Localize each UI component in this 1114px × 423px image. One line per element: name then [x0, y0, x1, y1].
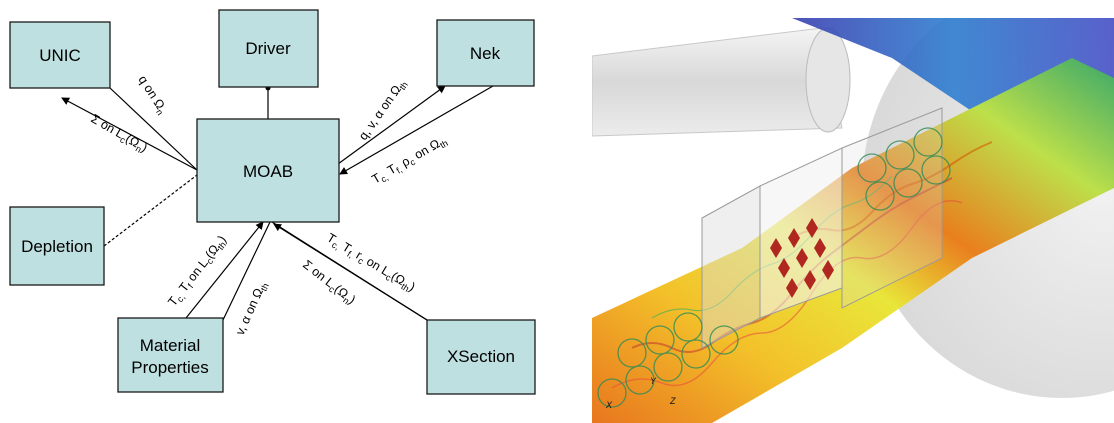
node-moab-label: MOAB — [243, 162, 293, 181]
edge-unic-to-moab — [109, 87, 198, 171]
inlet-pipe — [592, 27, 843, 137]
node-unic-label: UNIC — [39, 46, 81, 65]
node-nek: Nek — [436, 19, 535, 87]
pin-lattice-front — [597, 127, 951, 408]
node-nek-label: Nek — [470, 44, 501, 63]
edge-depletion-moab — [103, 174, 198, 247]
axis-x-label: X — [605, 400, 613, 410]
node-material-label-1: Material — [140, 336, 200, 355]
simulation-render: X Y Z — [592, 18, 1114, 423]
svg-text:Tc, Tf, ρc on Ωth: Tc, Tf, ρc on Ωth — [370, 133, 450, 189]
edge-label-xsection-sigma: Σ on Lc(Ωn) — [299, 257, 358, 308]
node-depletion: Depletion — [9, 206, 105, 286]
edge-moab-to-nek — [337, 85, 446, 165]
node-unic: UNIC — [9, 21, 111, 89]
svg-text:q on Ωn: q on Ωn — [134, 73, 170, 117]
svg-text:Σ on Lc(Ωn): Σ on Lc(Ωn) — [299, 257, 358, 308]
edge-label-nek-in: Tc, Tf, ρc on Ωth — [370, 133, 450, 189]
axis-y-label: Y — [650, 376, 657, 386]
edge-label-unic-q: q on Ωn — [134, 73, 170, 117]
node-xsection: XSection — [426, 319, 536, 395]
pin-bundle — [770, 218, 834, 298]
edge-moab-to-unic — [61, 97, 198, 171]
svg-text:q, v, α on Ωth: q, v, α on Ωth — [356, 76, 410, 143]
svg-text:Tc, Tf on Lc(Ωth): Tc, Tf on Lc(Ωth) — [165, 233, 230, 310]
node-driver: Driver — [218, 9, 319, 88]
edges — [61, 85, 494, 321]
cross-section-planes — [701, 107, 943, 349]
edge-label-material-t: Tc, Tf on Lc(Ωth) — [165, 233, 230, 310]
axis-z-label: Z — [669, 396, 676, 406]
heated-duct — [592, 58, 1114, 423]
node-material-properties: Material Properties — [117, 317, 224, 393]
svg-text:Σ on Lc(Ωn): Σ on Lc(Ωn) — [88, 111, 150, 156]
edge-moab-to-material — [222, 221, 271, 321]
edge-xsection-to-moab — [273, 223, 428, 321]
edge-label-nek-out: q, v, α on Ωth — [356, 76, 410, 143]
node-xsection-label: XSection — [447, 347, 515, 366]
node-depletion-label: Depletion — [21, 237, 93, 256]
edge-material-to-moab — [185, 221, 264, 319]
edge-label-unic-sigma: Σ on Lc(Ωn) — [88, 111, 150, 156]
node-material-label-2: Properties — [131, 358, 208, 377]
node-moab: MOAB — [196, 118, 340, 223]
coupling-diagram: UNIC Driver Nek MOAB Depletion Material … — [9, 9, 536, 395]
node-driver-label: Driver — [245, 39, 291, 58]
edge-nek-to-moab — [339, 85, 494, 175]
